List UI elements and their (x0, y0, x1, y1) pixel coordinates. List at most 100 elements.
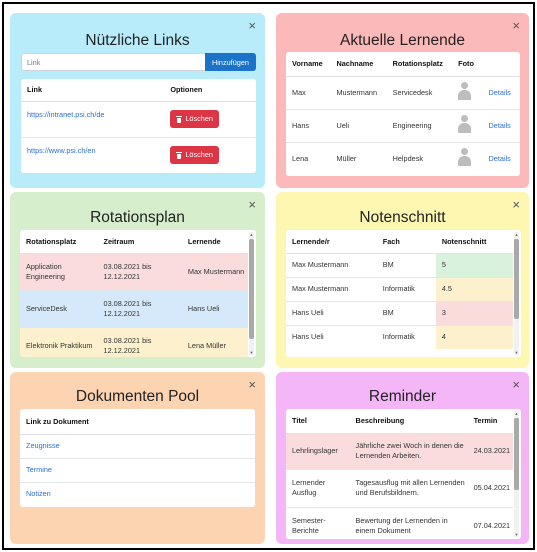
learner-rotation: Engineering (386, 108, 453, 142)
table-row: Hans Ueli Informatik 4 (286, 324, 513, 349)
grade-average: 4 (435, 324, 513, 349)
grade-subject: Informatik (376, 324, 436, 349)
grades-scrollbar[interactable]: ▲ ▼ (514, 232, 519, 355)
table-row: Notizen (20, 481, 255, 506)
learners-close-icon[interactable]: × (512, 18, 520, 33)
rotation-header-period: Zeitraum (97, 230, 182, 254)
docs-header: Link zu Dokument (20, 409, 255, 435)
avatar-icon (458, 82, 472, 101)
learner-first: Hans (286, 108, 331, 142)
rotation-place: Application Engineering (20, 252, 98, 290)
grade-subject: BM (376, 300, 436, 325)
docs-card: × Dokumenten Pool Link zu Dokument Zeugn… (10, 372, 265, 544)
details-link[interactable]: Details (488, 120, 511, 130)
table-row: https://www.psi.ch/en Löschen (21, 136, 256, 173)
rotation-card: × Rotationsplan Rotationsplatz Zeitraum … (10, 192, 265, 368)
rotation-table-panel: Rotationsplatz Zeitraum Lernende Applica… (20, 230, 256, 357)
learner-last: Müller (330, 141, 387, 175)
table-row: Elektronik Praktikum 03.08.2021 bis 12.1… (20, 326, 248, 357)
table-row: Lernender Ausflug Tagesausflug mit allen… (286, 468, 513, 507)
grade-average: 5 (435, 252, 513, 277)
reminder-title-cell: Semester-Berichte (286, 506, 350, 539)
grades-close-icon[interactable]: × (512, 197, 520, 212)
learners-card: × Aktuelle Lernende Vorname Nachname Rot… (276, 13, 529, 188)
rotation-close-icon[interactable]: × (248, 197, 256, 212)
reminder-header-title: Titel (286, 409, 350, 434)
grades-table-panel: Lernende/r Fach Notenschnitt Max Musterm… (286, 230, 521, 357)
rotation-place: Elektronik Praktikum (20, 326, 98, 357)
table-row: Application Engineering 03.08.2021 bis 1… (20, 252, 248, 290)
learners-header-photo: Foto (452, 52, 483, 77)
reminder-scrollbar[interactable]: ▲ ▼ (514, 411, 519, 537)
reminder-table: Titel Beschreibung Termin Lehrlingslager… (286, 409, 513, 539)
table-row: Lena Müller Helpdesk Details (286, 141, 520, 175)
learners-table-panel: Vorname Nachname Rotationsplatz Foto Max… (286, 52, 520, 176)
reminder-date: 05.04.2021 (467, 468, 513, 507)
links-card: × Nützliche Links Hinzufügen Link Option… (10, 13, 265, 188)
doc-link-zeugnisse[interactable]: Zeugnisse (26, 441, 60, 451)
link-input[interactable] (21, 53, 205, 71)
link-url[interactable]: https://www.psi.ch/en (27, 145, 96, 155)
grades-header-learner: Lernende/r (286, 230, 377, 254)
learners-table: Vorname Nachname Rotationsplatz Foto Max… (286, 52, 520, 175)
grade-subject: BM (376, 252, 436, 277)
learner-rotation: Servicedesk (386, 75, 453, 109)
rotation-learner: Hans Ueli (181, 289, 248, 327)
grades-title: Notenschnitt (359, 209, 446, 226)
grades-table: Lernende/r Fach Notenschnitt Max Musterm… (286, 230, 513, 349)
doc-link-notizen[interactable]: Notizen (26, 489, 51, 499)
links-title: Nützliche Links (85, 32, 190, 49)
rotation-period: 03.08.2021 bis 12.12.2021 (97, 252, 182, 290)
reminder-close-icon[interactable]: × (512, 377, 520, 392)
table-row: https://intranet.psi.ch/de Löschen (21, 100, 256, 137)
reminder-title-cell: Lehrlingslager (286, 432, 350, 469)
docs-close-icon[interactable]: × (248, 377, 256, 392)
table-row: Hans Ueli Engineering Details (286, 108, 520, 142)
reminder-description: Jährliche zwei Woch in denen die Lernend… (349, 432, 468, 469)
table-row: Termine (20, 457, 255, 482)
reminder-date: 07.04.2021 (467, 506, 513, 539)
grades-header-average: Notenschnitt (435, 230, 513, 254)
table-row: Zeugnisse (20, 433, 255, 458)
trash-icon (176, 151, 183, 159)
reminder-title: Reminder (368, 388, 437, 405)
learners-header-first: Vorname (286, 52, 331, 77)
table-row: Semester-Berichte Bewertung der Lernende… (286, 506, 513, 539)
reminder-header-description: Beschreibung (349, 409, 468, 434)
docs-table: Link zu Dokument Zeugnisse Termine Notiz… (20, 409, 255, 506)
grade-average: 3 (435, 300, 513, 325)
rotation-scrollbar[interactable]: ▲ ▼ (249, 232, 254, 355)
reminder-date: 24.03.2021 (467, 432, 513, 469)
rotation-period: 03.08.2021 bis 12.12.2021 (97, 326, 182, 357)
links-header-link: Link (21, 79, 165, 102)
table-row: Lehrlingslager Jährliche zwei Woch in de… (286, 432, 513, 469)
reminder-table-panel: Titel Beschreibung Termin Lehrlingslager… (286, 409, 521, 539)
grade-learner: Max Mustermann (286, 276, 377, 301)
reminder-title-cell: Lernender Ausflug (286, 468, 350, 507)
grades-card: × Notenschnitt Lernende/r Fach Notenschn… (276, 192, 529, 368)
details-link[interactable]: Details (488, 153, 511, 163)
rotation-header-learner: Lernende (181, 230, 248, 254)
details-link[interactable]: Details (488, 87, 511, 97)
delete-link-button[interactable]: Löschen (170, 110, 219, 128)
link-url[interactable]: https://intranet.psi.ch/de (27, 109, 105, 119)
grade-learner: Hans Ueli (286, 324, 377, 349)
links-table-panel: Link Optionen https://intranet.psi.ch/de… (21, 79, 256, 173)
delete-link-button[interactable]: Löschen (170, 146, 219, 165)
learners-header-empty (482, 52, 520, 77)
links-header-options: Optionen (164, 79, 256, 102)
links-close-icon[interactable]: × (248, 18, 256, 33)
rotation-title: Rotationsplan (90, 209, 185, 226)
reminder-description: Tagesausflug mit allen Lernenden und Ber… (349, 468, 468, 507)
grades-header-subject: Fach (376, 230, 436, 254)
doc-link-termine[interactable]: Termine (26, 465, 52, 475)
grade-learner: Max Mustermann (286, 252, 377, 277)
avatar-icon (458, 148, 472, 167)
trash-icon (176, 115, 183, 123)
reminder-card: × Reminder Titel Beschreibung Termin Leh… (276, 372, 529, 544)
avatar-icon (458, 115, 472, 134)
add-link-button[interactable]: Hinzufügen (205, 53, 256, 71)
grade-subject: Informatik (376, 276, 436, 301)
docs-table-panel: Link zu Dokument Zeugnisse Termine Notiz… (20, 409, 255, 507)
